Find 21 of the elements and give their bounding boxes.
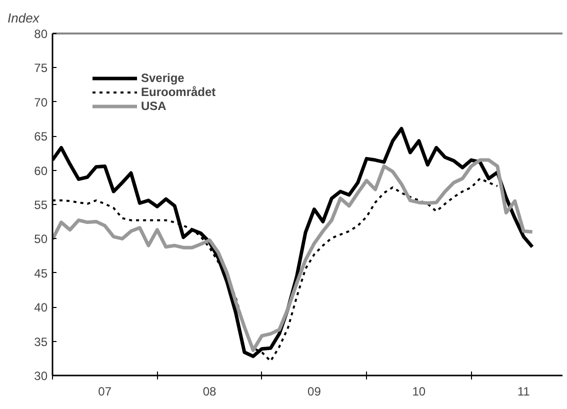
y-tick-label: 55 <box>34 198 48 212</box>
y-tick-label: 70 <box>34 95 48 110</box>
y-tick-label: 40 <box>34 300 48 315</box>
y-tick-label: 80 <box>34 27 48 41</box>
x-tick-label: 09 <box>308 384 322 398</box>
x-tick-label: 10 <box>412 384 426 398</box>
y-tick-label: 65 <box>34 130 48 144</box>
y-tick-label: 50 <box>34 232 48 246</box>
y-tick-label: 45 <box>34 266 48 280</box>
y-tick-label: 30 <box>34 369 48 383</box>
legend-label: USA <box>141 99 166 113</box>
y-tick-label: 60 <box>34 164 48 178</box>
line-series <box>52 158 534 352</box>
legend-label: Euroområdet <box>141 85 216 99</box>
legend-label: Sverige <box>141 71 184 85</box>
y-tick-label: 35 <box>34 334 48 349</box>
x-tick-label: 07 <box>98 384 112 398</box>
y-tick-label: 75 <box>34 61 48 76</box>
x-tick-label: 08 <box>202 384 217 398</box>
x-tick-label: 11 <box>517 384 530 398</box>
y-axis-title: Index <box>8 10 40 26</box>
